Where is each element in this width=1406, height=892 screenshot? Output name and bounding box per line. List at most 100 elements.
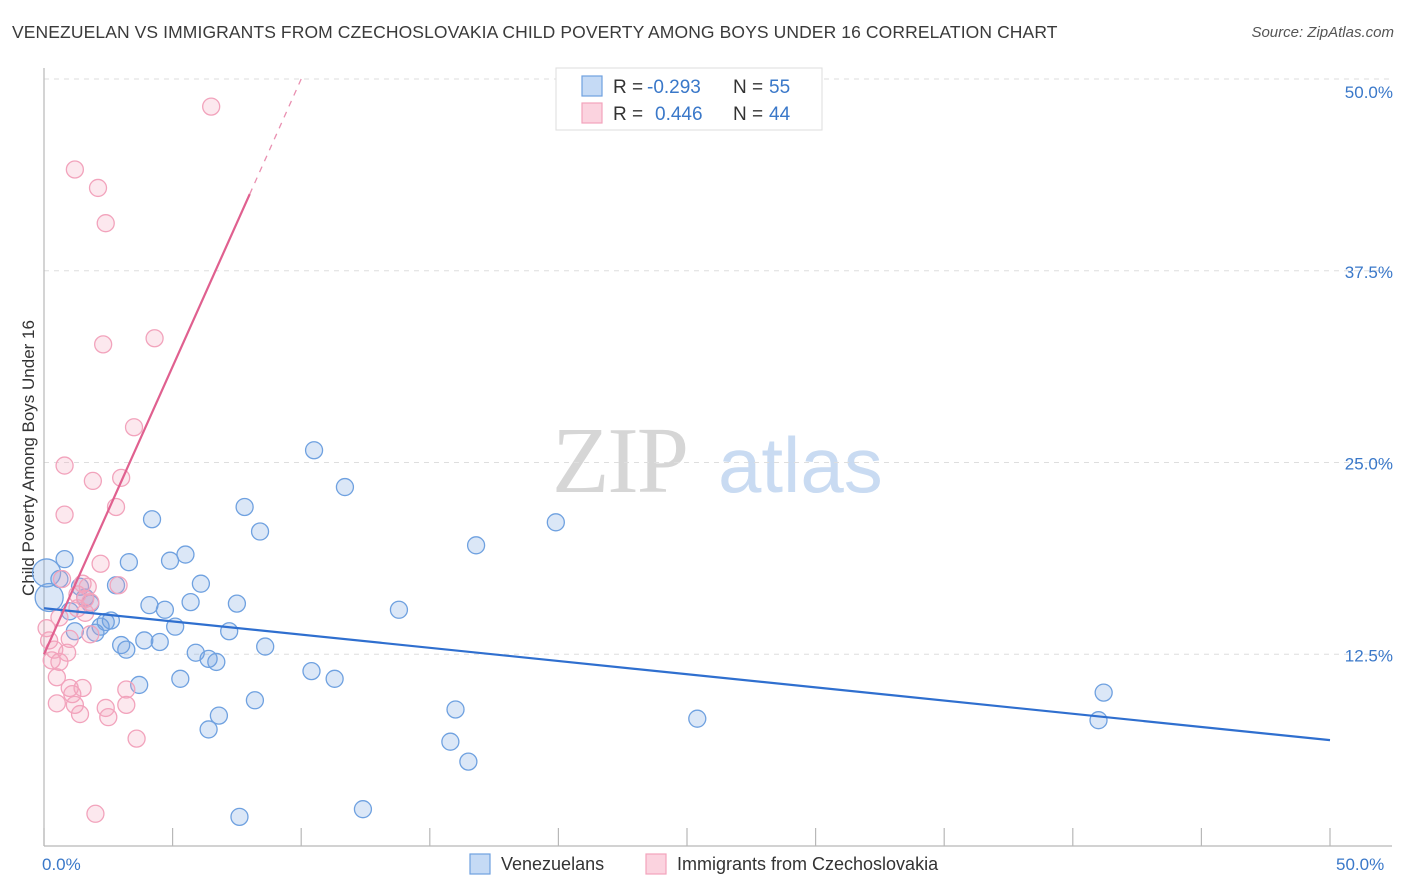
- venezuelan-point-49: [546, 513, 565, 532]
- venezuelan-point-21: [150, 632, 169, 652]
- venezuelan-point-23: [160, 551, 180, 570]
- legend-swatch-czechoslovakia: [645, 853, 667, 875]
- czechoslovakia-point-39: [124, 418, 144, 437]
- venezuelan-point-29: [191, 574, 211, 593]
- venezuelan-point-16: [119, 553, 139, 572]
- axes: [43, 68, 1392, 847]
- venezuelan-point-45: [441, 732, 460, 751]
- czechoslovakia-point-25: [81, 592, 100, 612]
- czechoslovakia-point-11: [57, 643, 77, 662]
- stats-r-label-1: R =: [613, 104, 643, 125]
- y-tick-label-1: 25.0%: [1345, 455, 1393, 474]
- stats-n-value-0: 55: [769, 77, 790, 98]
- x-ticks: [43, 828, 1331, 846]
- venezuelan-point-46: [446, 700, 465, 719]
- stats-n-value-1: 44: [769, 104, 791, 125]
- venezuelan-point-38: [256, 637, 275, 656]
- venezuelan-point-34: [227, 594, 247, 613]
- czechoslovakia-point-14: [63, 684, 82, 704]
- czechoslovakia-point-13: [60, 629, 79, 649]
- y-tick-label-3: 50.0%: [1345, 83, 1393, 102]
- czechoslovakia-point-7: [50, 652, 69, 672]
- venezuelan-point-41: [325, 669, 344, 688]
- czechoslovakia-point-21: [73, 678, 92, 698]
- trend-line-0: [43, 607, 1331, 742]
- trend-line-1: [42, 193, 251, 655]
- czechoslovakia-point-15: [65, 160, 85, 179]
- czechoslovakia-point-9: [55, 505, 74, 524]
- czechoslovakia-point-8: [52, 569, 72, 589]
- trend-line-extension-1: [249, 78, 302, 195]
- czechoslovakia-point-28: [88, 178, 108, 198]
- y-tick-labels: 12.5% 25.0% 37.5% 50.0%: [1345, 83, 1393, 665]
- czechoslovakia-point-24: [81, 625, 100, 644]
- venezuelan-point-22: [155, 600, 175, 619]
- venezuelan-point-36: [245, 691, 265, 710]
- czechoslovakia-point-26: [83, 471, 103, 491]
- venezuelan-point-32: [209, 706, 229, 725]
- stats-r-label-0: R =: [613, 77, 643, 98]
- x-tick-label-max: 50.0%: [1336, 855, 1384, 874]
- venezuelan-point-15: [117, 640, 136, 659]
- stats-swatch-venezuelans: [581, 75, 603, 97]
- venezuelan-point-48: [466, 536, 486, 555]
- czechoslovakia-point-43: [76, 589, 95, 609]
- stats-legend: R = -0.293 N = 55 R = 0.446 N = 44: [555, 67, 823, 131]
- venezuelan-point-1: [34, 582, 64, 613]
- y-tick-label-2: 37.5%: [1345, 263, 1393, 282]
- venezuelan-point-33: [220, 622, 239, 641]
- czechoslovakia-point-31: [96, 214, 115, 233]
- venezuelan-point-42: [335, 477, 355, 497]
- source-label: Source: ZipAtlas.com: [1251, 24, 1394, 41]
- watermark-zip: ZIP: [552, 409, 687, 513]
- stats-r-value-1: 0.446: [655, 104, 703, 125]
- venezuelan-point-26: [176, 545, 195, 564]
- stats-n-label-0: N =: [733, 77, 763, 98]
- czechoslovakia-point-40: [127, 729, 146, 748]
- legend-swatch-venezuelans: [469, 853, 491, 875]
- czechoslovakia-point-10: [55, 456, 74, 475]
- data-points: [31, 97, 1113, 827]
- chart-title: VENEZUELAN VS IMMIGRANTS FROM CZECHOSLOV…: [12, 22, 1058, 42]
- czechoslovakia-point-19: [70, 704, 90, 724]
- venezuelan-point-19: [140, 596, 159, 615]
- x-tick-label-min: 0.0%: [42, 855, 81, 874]
- czechoslovakia-point-41: [145, 329, 164, 348]
- stats-n-label-1: N =: [733, 104, 763, 125]
- venezuelan-point-52: [1089, 711, 1108, 730]
- stats-swatch-czechoslovakia: [581, 102, 603, 124]
- czechoslovakia-point-37: [117, 695, 136, 715]
- czechoslovakia-point-5: [47, 694, 67, 713]
- venezuelan-point-53: [230, 807, 249, 827]
- czechoslovakia-point-27: [86, 804, 105, 823]
- venezuelan-point-39: [302, 661, 321, 681]
- venezuelan-point-25: [171, 669, 190, 688]
- venezuelan-point-44: [389, 600, 409, 619]
- venezuelan-point-54: [199, 720, 218, 739]
- legend-label-venezuelans: Venezuelans: [501, 854, 604, 874]
- czechoslovakia-point-30: [94, 335, 113, 354]
- czechoslovakia-point-38: [117, 680, 136, 699]
- trend-lines: [42, 78, 1331, 742]
- venezuelan-point-43: [353, 800, 373, 819]
- venezuelan-point-40: [304, 441, 324, 460]
- czechoslovakia-point-33: [99, 707, 118, 727]
- watermark-atlas: atlas: [718, 421, 883, 509]
- y-tick-label-0: 12.5%: [1345, 646, 1393, 665]
- venezuelan-point-18: [135, 631, 154, 650]
- venezuelan-point-37: [250, 522, 270, 541]
- venezuelan-point-27: [181, 592, 200, 612]
- venezuelan-point-51: [1094, 683, 1113, 702]
- venezuelan-point-47: [459, 752, 478, 771]
- venezuelan-point-31: [207, 652, 226, 672]
- czechoslovakia-point-16: [65, 695, 85, 715]
- venezuelan-point-50: [688, 709, 707, 728]
- venezuelan-point-3: [55, 549, 74, 569]
- legend-label-czechoslovakia: Immigrants from Czechoslovakia: [677, 854, 939, 874]
- czechoslovakia-point-29: [91, 554, 110, 573]
- venezuelan-point-20: [142, 510, 162, 529]
- czechoslovakia-point-42: [202, 97, 221, 116]
- gridlines: [44, 78, 1392, 655]
- czechoslovakia-point-35: [109, 576, 128, 595]
